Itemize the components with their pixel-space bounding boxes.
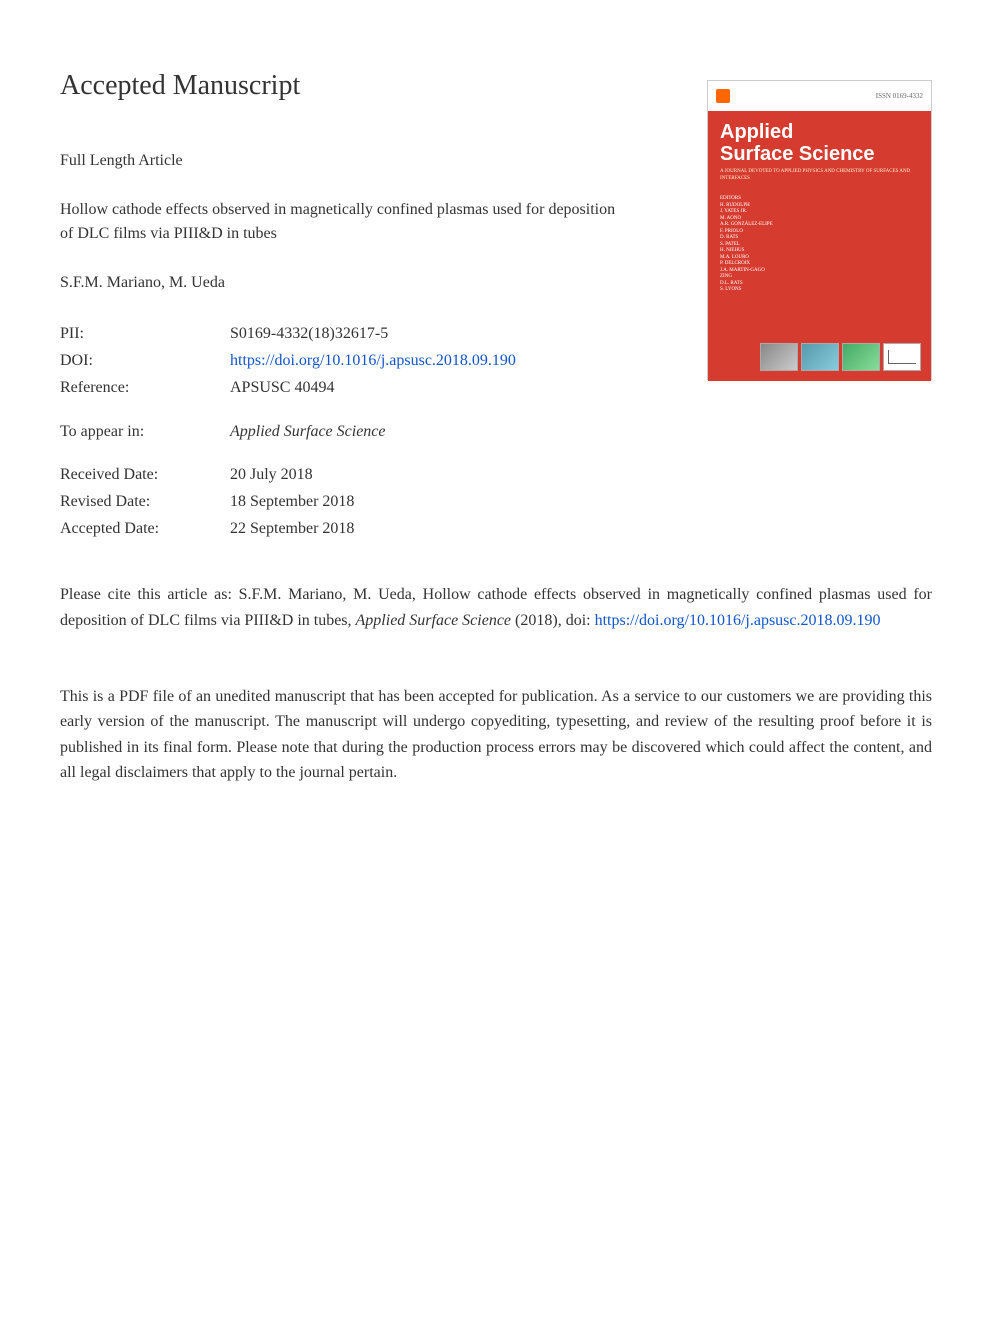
cover-editors: EDITORS H. RUDOLPH J. YATES JR. M. AONO … (720, 196, 919, 294)
thumbnail-icon (801, 343, 839, 371)
cover-journal-title: Applied Surface Science (720, 121, 919, 165)
issn-text: ISSN 0169-4332 (876, 92, 923, 100)
cover-header: ISSN 0169-4332 (708, 81, 931, 111)
disclaimer-text: This is a PDF file of an unedited manusc… (60, 684, 932, 786)
elsevier-logo-icon (716, 89, 730, 103)
cover-thumbnails (760, 343, 921, 371)
meta-value: 20 July 2018 (230, 461, 932, 488)
meta-label: Received Date: (60, 461, 230, 488)
meta-value: 18 September 2018 (230, 488, 932, 515)
meta-label: Revised Date: (60, 488, 230, 515)
citation-year: (2018), doi: (511, 612, 595, 629)
cover-title-line2: Surface Science (720, 143, 875, 165)
editors-list: H. RUDOLPH J. YATES JR. M. AONO A.R. GON… (720, 203, 919, 294)
article-title: Hollow cathode effects observed in magne… (60, 198, 620, 246)
cover-title-line1: Applied (720, 121, 793, 143)
thumbnail-icon (842, 343, 880, 371)
meta-label: Reference: (60, 374, 230, 401)
journal-cover: ISSN 0169-4332 Applied Surface Science A… (707, 80, 932, 380)
meta-label: To appear in: (60, 418, 230, 445)
meta-row-revised: Revised Date: 18 September 2018 (60, 488, 932, 515)
thumbnail-icon (760, 343, 798, 371)
meta-value: Applied Surface Science (230, 418, 932, 445)
citation-journal: Applied Surface Science (356, 612, 512, 629)
thumbnail-chart-icon (883, 343, 921, 371)
meta-row-accepted: Accepted Date: 22 September 2018 (60, 515, 932, 542)
meta-label: PII: (60, 320, 230, 347)
citation-text: Please cite this article as: S.F.M. Mari… (60, 582, 932, 633)
citation-doi-link[interactable]: https://doi.org/10.1016/j.apsusc.2018.09… (595, 612, 881, 629)
meta-label: Accepted Date: (60, 515, 230, 542)
meta-label: DOI: (60, 347, 230, 374)
meta-value: 22 September 2018 (230, 515, 932, 542)
meta-row-received: Received Date: 20 July 2018 (60, 461, 932, 488)
cover-body: Applied Surface Science A JOURNAL DEVOTE… (708, 111, 931, 381)
doi-link[interactable]: https://doi.org/10.1016/j.apsusc.2018.09… (230, 352, 516, 369)
cover-subtitle: A JOURNAL DEVOTED TO APPLIED PHYSICS AND… (720, 169, 919, 182)
meta-row-to-appear: To appear in: Applied Surface Science (60, 418, 932, 445)
